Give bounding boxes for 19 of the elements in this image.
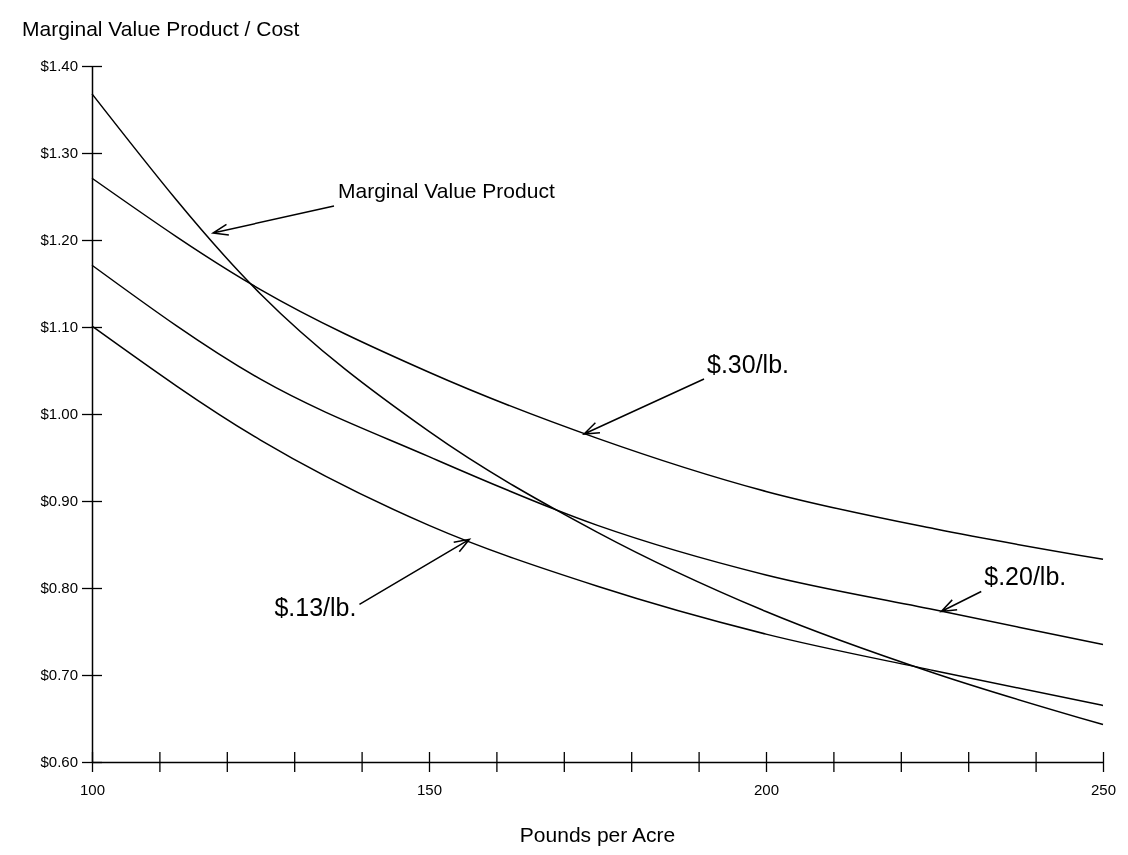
y-tick-label: $1.10: [40, 318, 78, 336]
annotation: $.30/lb.: [707, 350, 790, 379]
y-axis-title: Marginal Value Product / Cost: [22, 17, 300, 40]
annotation: $.13/lb.: [274, 593, 357, 622]
x-tick-label: 250: [1090, 780, 1117, 798]
y-tick-label: $0.60: [40, 753, 78, 771]
y-tick-label: $0.70: [40, 666, 78, 684]
y-tick-label: $1.20: [40, 231, 78, 249]
y-tick-label: $1.40: [40, 57, 78, 75]
annotation: $.20/lb.: [984, 562, 1067, 591]
annotation: Marginal Value Product: [338, 179, 555, 202]
x-axis-title: Pounds per Acre: [519, 823, 676, 846]
x-tick-label: 100: [79, 780, 106, 798]
y-tick-label: $0.80: [40, 579, 78, 597]
x-tick-label: 200: [753, 780, 780, 798]
y-tick-label: $1.30: [40, 144, 78, 162]
x-tick-label: 150: [416, 780, 443, 798]
y-tick-label: $0.90: [40, 492, 78, 510]
y-tick-label: $1.00: [40, 405, 78, 423]
